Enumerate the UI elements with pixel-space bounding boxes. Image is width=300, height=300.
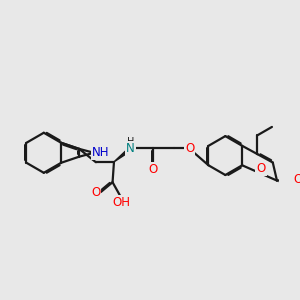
Text: H: H xyxy=(127,137,134,147)
Text: NH: NH xyxy=(92,146,110,159)
Text: N: N xyxy=(126,142,135,155)
Text: O: O xyxy=(91,186,101,199)
Polygon shape xyxy=(114,147,132,162)
Text: O: O xyxy=(256,162,266,175)
Text: OH: OH xyxy=(112,196,130,209)
Text: O: O xyxy=(185,142,194,155)
Text: O: O xyxy=(293,173,300,186)
Text: O: O xyxy=(148,163,158,176)
